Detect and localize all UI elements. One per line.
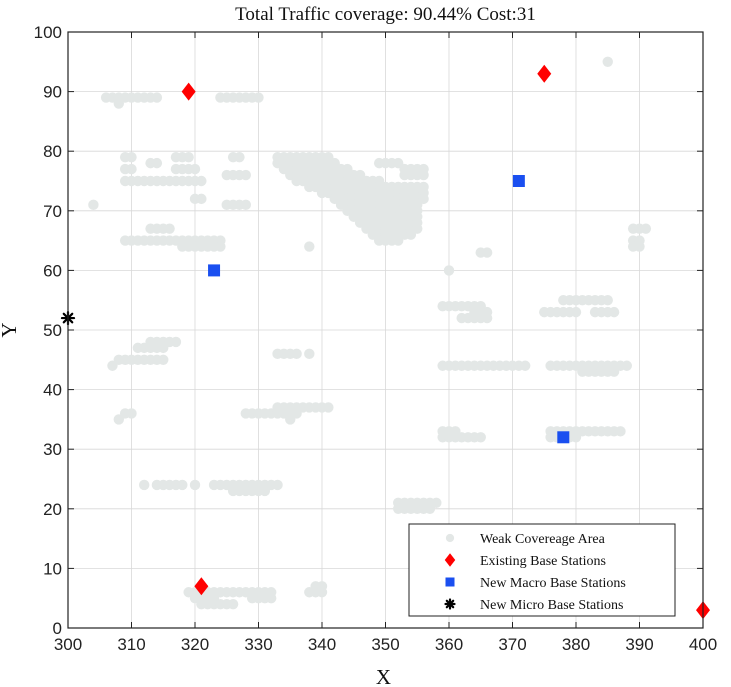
weak-coverage-point xyxy=(126,164,136,174)
legend: Weak Covereage Area Existing Base Station… xyxy=(409,524,675,616)
y-tick-label: 10 xyxy=(43,559,62,578)
weak-coverage-point xyxy=(126,152,136,162)
weak-coverage-point xyxy=(107,361,117,371)
weak-coverage-point xyxy=(164,223,174,233)
weak-coverage-point xyxy=(114,414,124,424)
weak-coverage-point xyxy=(291,349,301,359)
weak-coverage-point xyxy=(425,504,435,514)
legend-marker-square xyxy=(446,578,455,587)
weak-coverage-point xyxy=(603,295,613,305)
weak-coverage-point xyxy=(253,92,263,102)
y-tick-label: 90 xyxy=(43,83,62,102)
weak-coverage-point xyxy=(152,158,162,168)
weak-coverage-point xyxy=(272,480,282,490)
weak-coverage-point xyxy=(520,361,530,371)
legend-label: New Micro Base Stations xyxy=(480,598,623,613)
weak-coverage-point xyxy=(88,200,98,210)
legend-marker-circle xyxy=(446,534,454,542)
x-tick-label: 360 xyxy=(435,635,463,654)
x-tick-label: 380 xyxy=(562,635,590,654)
x-tick-label: 330 xyxy=(244,635,272,654)
weak-coverage-point xyxy=(323,402,333,412)
legend-marker-star xyxy=(446,600,455,609)
y-tick-label: 50 xyxy=(43,321,62,340)
weak-coverage-point xyxy=(317,581,327,591)
weak-coverage-point xyxy=(215,241,225,251)
weak-coverage-point xyxy=(603,57,613,67)
x-tick-label: 310 xyxy=(117,635,145,654)
chart-title: Total Traffic coverage: 90.44% Cost:31 xyxy=(235,4,536,25)
weak-coverage-point xyxy=(444,265,454,275)
weak-coverage-point xyxy=(190,480,200,490)
weak-coverage-point xyxy=(571,307,581,317)
x-tick-label: 320 xyxy=(181,635,209,654)
weak-coverage-point xyxy=(609,307,619,317)
weak-coverage-point xyxy=(609,367,619,377)
y-tick-label: 0 xyxy=(53,619,62,638)
x-tick-label: 350 xyxy=(371,635,399,654)
weak-coverage-point xyxy=(418,170,428,180)
weak-coverage-point xyxy=(476,432,486,442)
weak-coverage-point xyxy=(171,337,181,347)
x-axis-label: X xyxy=(376,665,391,687)
legend-label: Weak Covereage Area xyxy=(480,532,606,547)
weak-coverage-point xyxy=(266,593,276,603)
weak-coverage-point xyxy=(482,247,492,257)
weak-coverage-point xyxy=(196,194,206,204)
weak-coverage-point xyxy=(241,200,251,210)
y-tick-label: 100 xyxy=(34,23,62,42)
weak-coverage-point xyxy=(450,426,460,436)
y-tick-label: 40 xyxy=(43,381,62,400)
weak-coverage-point xyxy=(304,349,314,359)
weak-coverage-point xyxy=(641,223,651,233)
x-tick-label: 370 xyxy=(498,635,526,654)
weak-coverage-point xyxy=(615,426,625,436)
x-tick-label: 340 xyxy=(308,635,336,654)
y-tick-label: 80 xyxy=(43,142,62,161)
weak-coverage-point xyxy=(482,307,492,317)
y-tick-label: 70 xyxy=(43,202,62,221)
weak-coverage-point xyxy=(304,241,314,251)
legend-label: Existing Base Stations xyxy=(480,554,606,569)
x-tick-label: 390 xyxy=(625,635,653,654)
y-tick-label: 20 xyxy=(43,500,62,519)
weak-coverage-point xyxy=(406,229,416,239)
weak-coverage-point xyxy=(177,480,187,490)
weak-coverage-point xyxy=(190,164,200,174)
weak-coverage-point xyxy=(126,408,136,418)
weak-coverage-point xyxy=(114,98,124,108)
legend-label: New Macro Base Stations xyxy=(480,576,626,591)
y-tick-label: 60 xyxy=(43,261,62,280)
weak-coverage-point xyxy=(152,92,162,102)
macro-base-station-point xyxy=(208,264,220,276)
weak-coverage-point xyxy=(158,355,168,365)
weak-coverage-point xyxy=(285,414,295,424)
weak-coverage-point xyxy=(260,486,270,496)
weak-coverage-point xyxy=(393,235,403,245)
macro-base-station-point xyxy=(513,175,525,187)
weak-coverage-point xyxy=(228,486,238,496)
weak-coverage-point xyxy=(196,176,206,186)
weak-coverage-point xyxy=(571,432,581,442)
y-tick-label: 30 xyxy=(43,440,62,459)
x-tick-label: 400 xyxy=(689,635,717,654)
weak-coverage-point xyxy=(622,361,632,371)
y-axis-label: Y xyxy=(0,322,21,337)
weak-coverage-point xyxy=(228,599,238,609)
weak-coverage-point xyxy=(139,480,149,490)
weak-coverage-point xyxy=(234,152,244,162)
weak-coverage-point xyxy=(634,241,644,251)
weak-coverage-point xyxy=(241,170,251,180)
macro-base-station-point xyxy=(557,431,569,443)
weak-coverage-point xyxy=(183,152,193,162)
